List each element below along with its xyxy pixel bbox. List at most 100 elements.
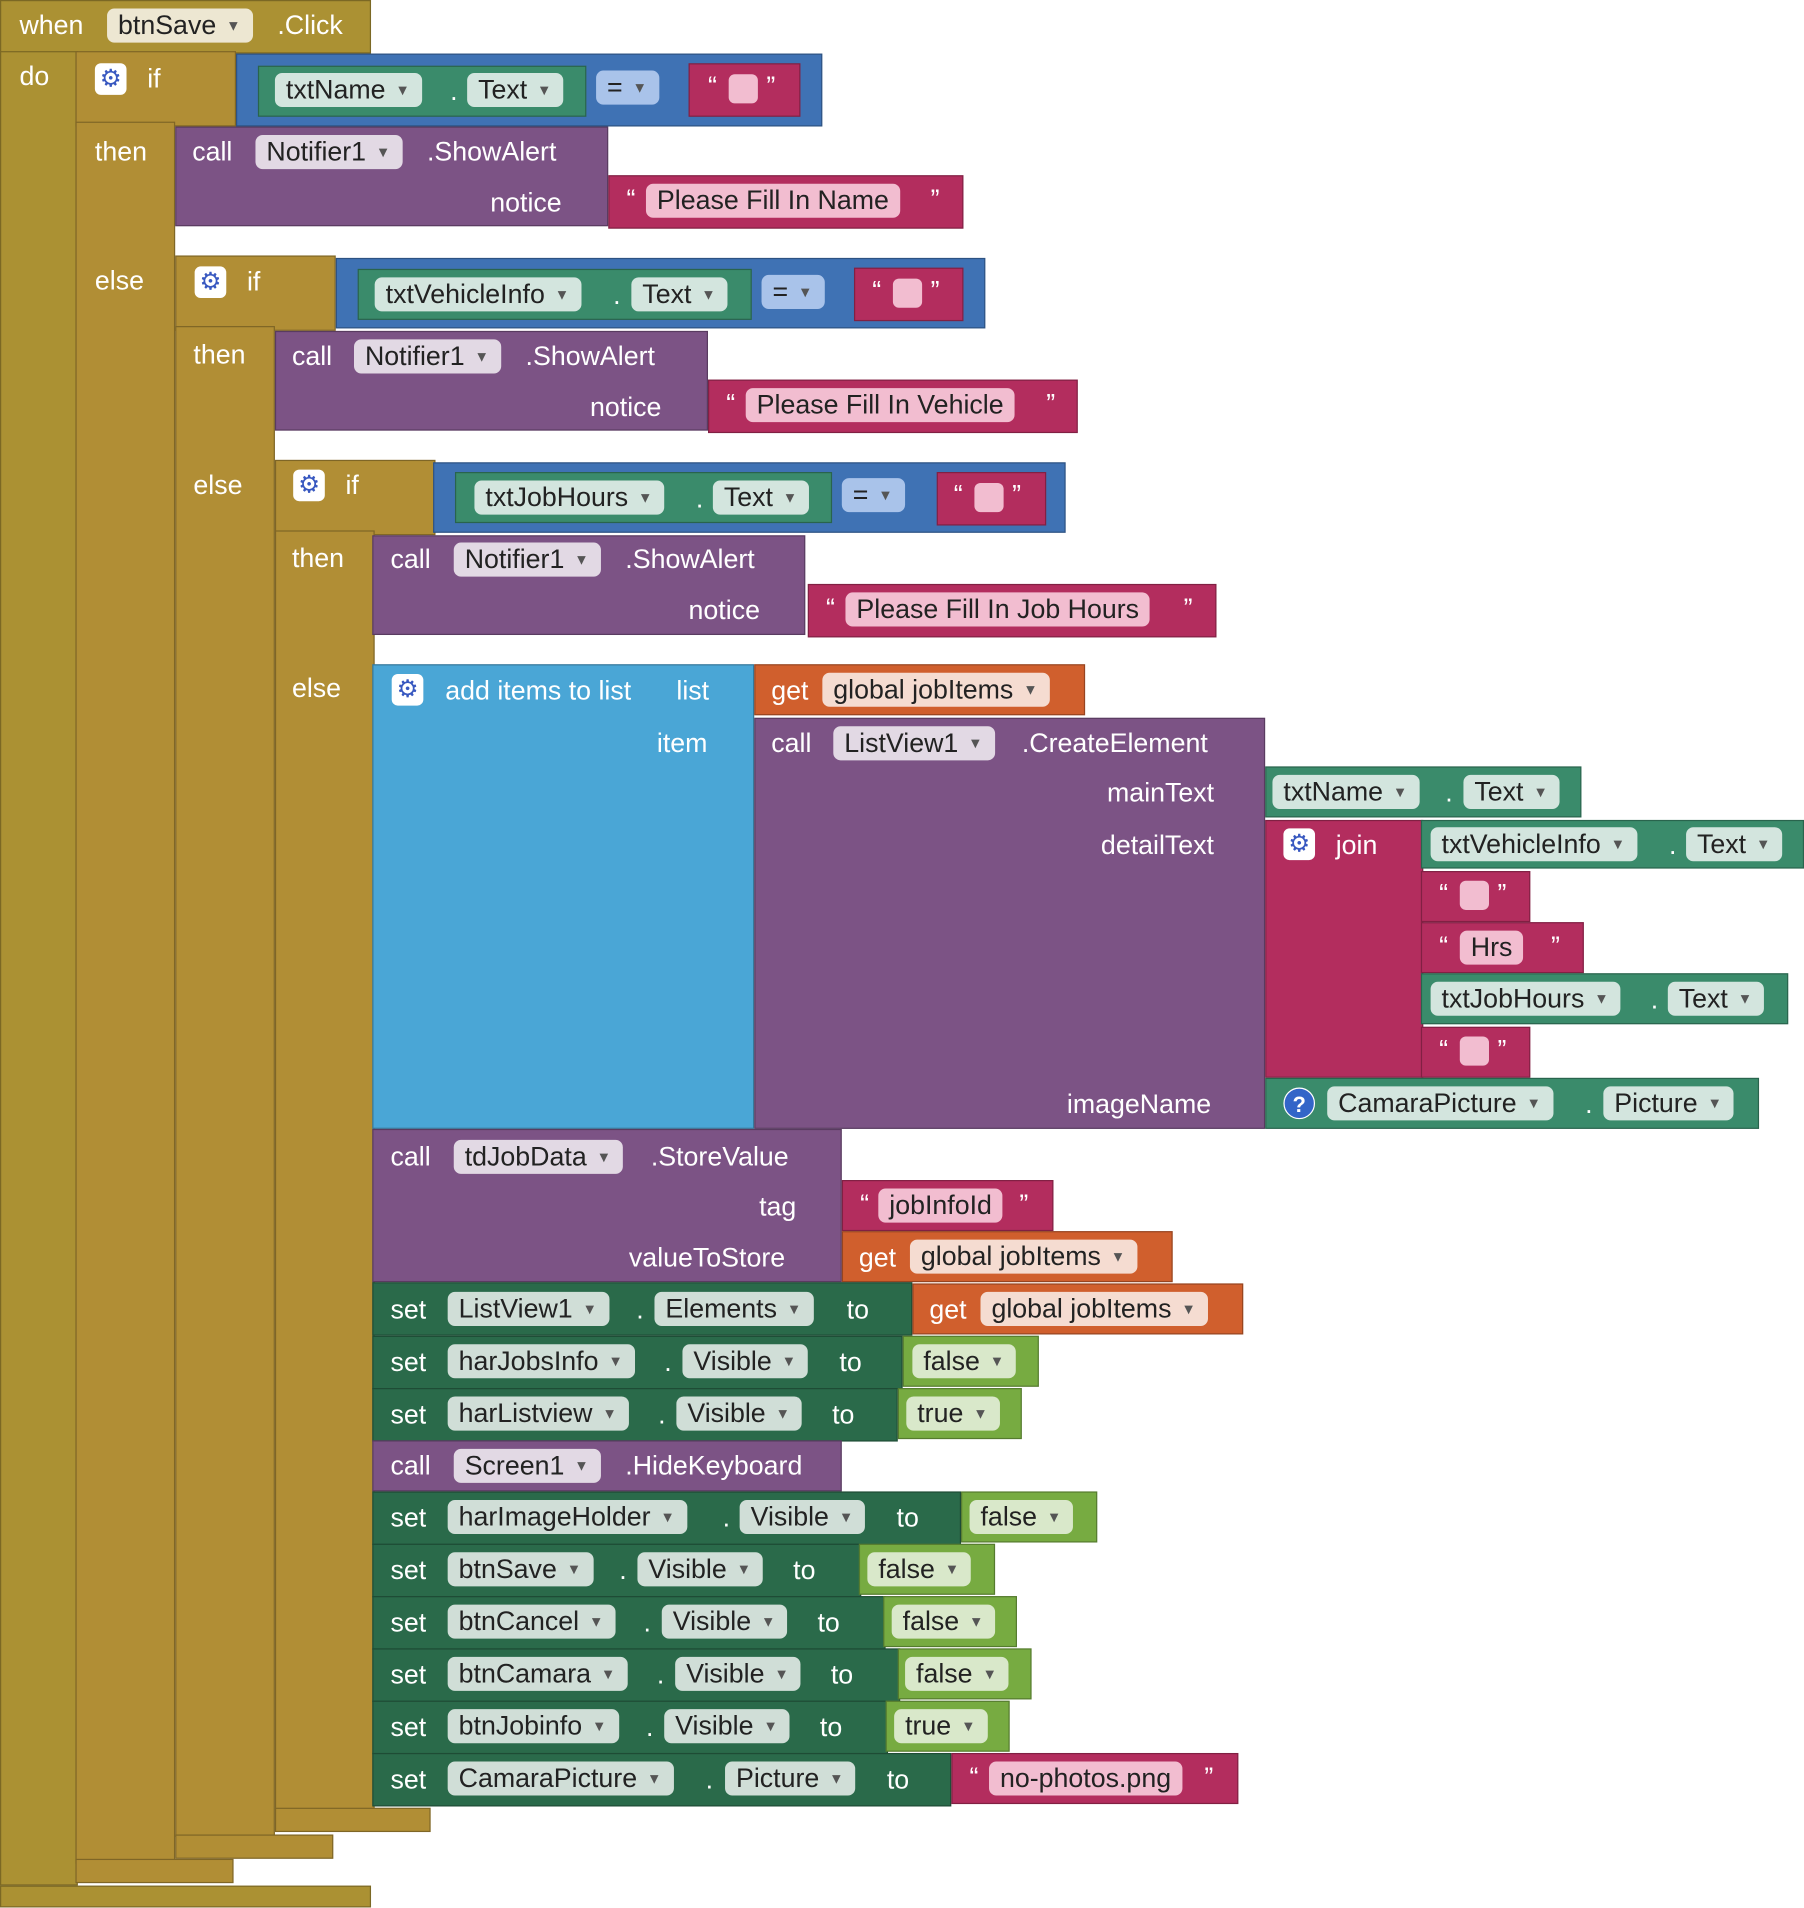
text-block-tag[interactable] bbox=[841, 1180, 1054, 1232]
tag-text-field[interactable]: jobInfoId bbox=[878, 1188, 1003, 1223]
property-dropdown[interactable]: Text ▼ bbox=[1463, 774, 1560, 809]
gear-icon[interactable]: ⚙ bbox=[293, 469, 325, 502]
notifier-dropdown[interactable]: Notifier1 ▼ bbox=[255, 135, 403, 170]
else-label: else bbox=[291, 672, 342, 704]
component-dropdown[interactable]: txtVehicleInfo ▼ bbox=[1430, 827, 1638, 862]
open-quote: “ bbox=[1439, 878, 1449, 909]
add-items-to-list-block[interactable] bbox=[372, 664, 755, 1129]
property-dropdown[interactable]: Visible ▼ bbox=[675, 1656, 801, 1691]
property-dropdown[interactable]: Visible ▼ bbox=[676, 1396, 803, 1431]
notice-label: notice bbox=[688, 594, 760, 626]
boolean-dropdown[interactable]: true ▼ bbox=[906, 1396, 1000, 1431]
chevron-down-icon: ▼ bbox=[1023, 681, 1038, 699]
boolean-dropdown[interactable]: false ▼ bbox=[969, 1499, 1074, 1535]
boolean-dropdown[interactable]: false ▼ bbox=[891, 1604, 996, 1639]
when-label: when bbox=[19, 9, 84, 41]
property-dropdown[interactable]: Picture ▼ bbox=[1603, 1086, 1735, 1121]
property-dropdown[interactable]: Visible ▼ bbox=[664, 1709, 791, 1744]
screen-dropdown[interactable]: Screen1 ▼ bbox=[453, 1448, 601, 1483]
component-dropdown[interactable]: txtJobHours ▼ bbox=[474, 480, 665, 515]
listview-dropdown[interactable]: ListView1 ▼ bbox=[833, 726, 995, 761]
chevron-down-icon: ▼ bbox=[781, 1352, 797, 1370]
gear-icon[interactable]: ⚙ bbox=[194, 266, 227, 299]
notifier-dropdown[interactable]: Notifier1 ▼ bbox=[453, 542, 601, 577]
property-dropdown[interactable]: Visible ▼ bbox=[661, 1604, 788, 1639]
component-dropdown[interactable]: btnCamara ▼ bbox=[447, 1656, 628, 1691]
variable-dropdown[interactable]: global jobItems ▼ bbox=[822, 672, 1050, 707]
empty-text-field[interactable] bbox=[974, 482, 1004, 513]
component-dropdown[interactable]: btnCancel ▼ bbox=[447, 1604, 616, 1639]
component-dropdown[interactable]: CamaraPicture ▼ bbox=[1327, 1086, 1554, 1121]
notifier-dropdown[interactable]: Notifier1 ▼ bbox=[354, 339, 502, 374]
component-dropdown[interactable]: btnJobinfo ▼ bbox=[447, 1709, 619, 1744]
chevron-down-icon: ▼ bbox=[701, 285, 716, 303]
set-label: set bbox=[390, 1659, 427, 1690]
set-label: set bbox=[390, 1763, 427, 1795]
property-dropdown[interactable]: Visible ▼ bbox=[682, 1344, 809, 1379]
call-block-createelement[interactable] bbox=[754, 717, 1266, 1129]
property-dropdown[interactable]: Visible ▼ bbox=[739, 1499, 866, 1535]
component-dropdown[interactable]: ListView1 ▼ bbox=[447, 1291, 610, 1326]
variable-dropdown[interactable]: global jobItems ▼ bbox=[909, 1239, 1138, 1274]
component-dropdown[interactable]: txtName ▼ bbox=[274, 72, 423, 108]
component-dropdown[interactable]: txtName ▼ bbox=[1272, 774, 1420, 809]
component-dropdown[interactable]: harJobsInfo ▼ bbox=[447, 1344, 635, 1379]
component-dropdown[interactable]: harListview ▼ bbox=[447, 1396, 629, 1431]
close-quote: ” bbox=[1497, 878, 1507, 909]
property-dropdown[interactable]: Text ▼ bbox=[631, 277, 728, 312]
imagename-label: imageName bbox=[1066, 1088, 1212, 1120]
empty-text-field[interactable] bbox=[892, 278, 923, 308]
empty-text-field[interactable] bbox=[1459, 880, 1489, 910]
message-text-field[interactable]: Please Fill In Vehicle bbox=[745, 388, 1015, 423]
variable-dropdown[interactable]: global jobItems ▼ bbox=[980, 1291, 1208, 1326]
gear-icon[interactable]: ⚙ bbox=[391, 673, 424, 706]
chevron-down-icon: ▼ bbox=[944, 1560, 960, 1578]
chevron-down-icon: ▼ bbox=[760, 1613, 776, 1631]
component-dropdown[interactable]: btnSave ▼ bbox=[447, 1552, 594, 1587]
hrs-text-field[interactable]: Hrs bbox=[1459, 930, 1524, 965]
close-quote: ” bbox=[1497, 1034, 1507, 1065]
help-icon[interactable]: ? bbox=[1283, 1087, 1316, 1120]
tinydb-dropdown[interactable]: tdJobData ▼ bbox=[453, 1139, 624, 1174]
method-label: .CreateElement bbox=[1021, 727, 1208, 758]
component-dropdown[interactable]: txtJobHours ▼ bbox=[1430, 981, 1621, 1016]
property-dropdown[interactable]: Visible ▼ bbox=[637, 1552, 764, 1587]
chevron-down-icon: ▼ bbox=[375, 143, 391, 161]
component-dropdown[interactable]: txtVehicleInfo ▼ bbox=[374, 277, 582, 312]
property-dropdown[interactable]: Text ▼ bbox=[1686, 827, 1783, 862]
boolean-dropdown[interactable]: false ▼ bbox=[867, 1552, 972, 1587]
else-label: else bbox=[193, 469, 243, 500]
chevron-down-icon: ▼ bbox=[660, 1508, 675, 1526]
event-component-dropdown[interactable]: btnSave ▼ bbox=[107, 8, 253, 43]
operator-dropdown[interactable]: = ▼ bbox=[761, 274, 825, 309]
component-dropdown[interactable]: harImageHolder ▼ bbox=[447, 1499, 688, 1535]
property-dropdown[interactable]: Picture ▼ bbox=[725, 1761, 856, 1796]
dot-label: . bbox=[636, 1294, 644, 1325]
set-label: set bbox=[390, 1554, 427, 1586]
property-dropdown[interactable]: Elements ▼ bbox=[654, 1291, 814, 1326]
operator-dropdown[interactable]: = ▼ bbox=[841, 478, 905, 513]
chevron-down-icon: ▼ bbox=[395, 81, 410, 99]
property-dropdown[interactable]: Text ▼ bbox=[467, 72, 564, 108]
message-text-field[interactable]: Please Fill In Job Hours bbox=[845, 592, 1150, 627]
call-block-storevalue[interactable] bbox=[372, 1128, 842, 1283]
property-dropdown[interactable]: Text ▼ bbox=[1667, 981, 1765, 1016]
message-text-field[interactable]: Please Fill In Name bbox=[645, 183, 900, 218]
gear-icon[interactable]: ⚙ bbox=[1283, 828, 1316, 861]
gear-icon[interactable]: ⚙ bbox=[94, 63, 127, 95]
operator-dropdown[interactable]: = ▼ bbox=[596, 70, 660, 105]
empty-text-field[interactable] bbox=[1459, 1036, 1489, 1066]
boolean-dropdown[interactable]: false ▼ bbox=[905, 1656, 1010, 1691]
component-dropdown[interactable]: CamaraPicture ▼ bbox=[447, 1761, 674, 1796]
call-block-hidekeyboard[interactable] bbox=[372, 1440, 842, 1492]
open-quote: “ bbox=[726, 388, 736, 419]
boolean-dropdown[interactable]: false ▼ bbox=[912, 1344, 1017, 1379]
chevron-down-icon: ▼ bbox=[574, 551, 589, 569]
property-dropdown[interactable]: Text ▼ bbox=[712, 480, 810, 515]
set-block-btnsave-visible[interactable] bbox=[372, 1543, 862, 1598]
boolean-dropdown[interactable]: true ▼ bbox=[894, 1709, 988, 1744]
chevron-down-icon: ▼ bbox=[1046, 1508, 1062, 1526]
empty-text-field[interactable] bbox=[728, 74, 758, 104]
picture-text-field[interactable]: no-photos.png bbox=[989, 1761, 1183, 1796]
